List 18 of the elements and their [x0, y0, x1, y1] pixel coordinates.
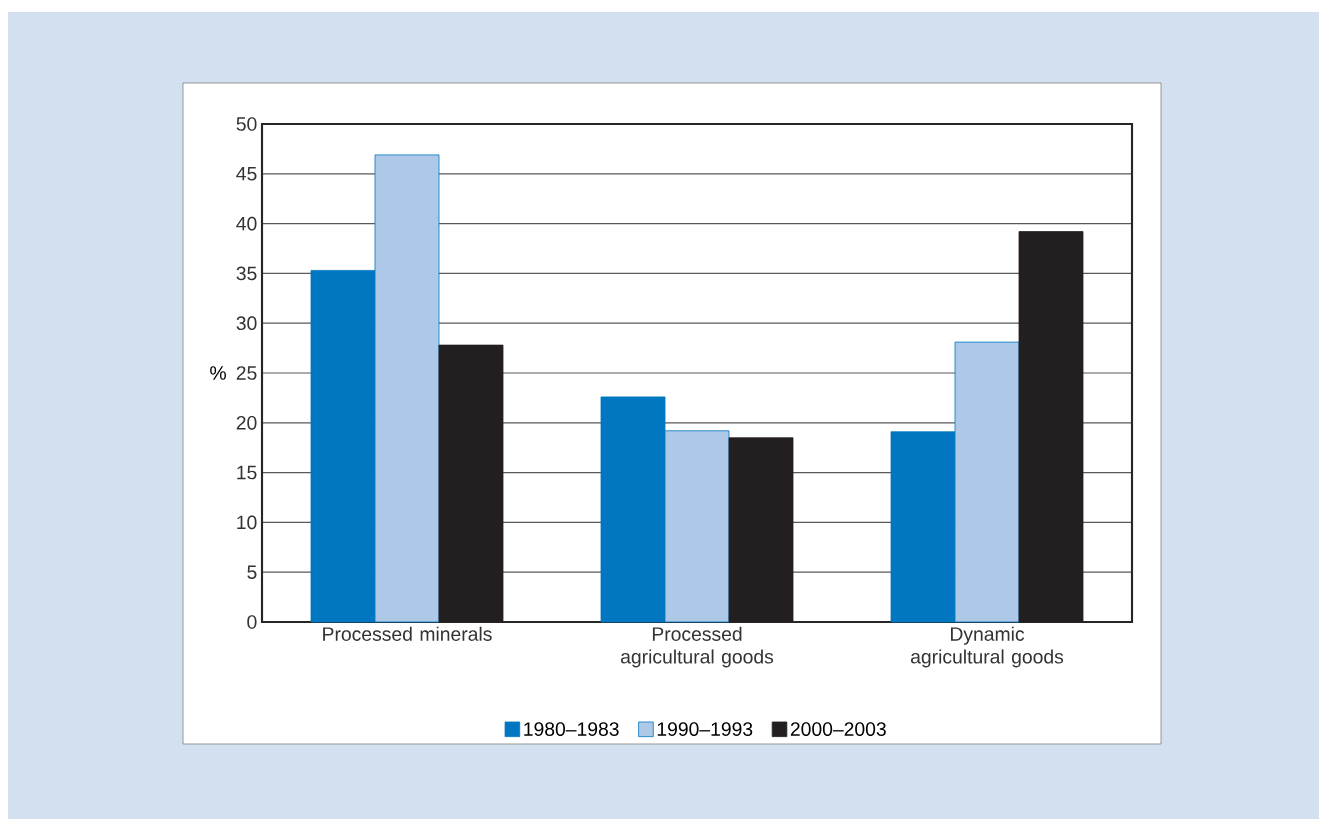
x-tick-label: Dynamic agricultural goods	[910, 626, 1064, 668]
y-tick-label: 5	[247, 565, 257, 579]
x-tick-label: Processed agricultural goods	[620, 626, 774, 668]
legend-label: 2000–2003	[790, 722, 886, 736]
y-tick-label: 35	[236, 266, 257, 281]
y-axis-title: %	[210, 366, 226, 380]
legend-label: 1980–1983	[524, 722, 619, 736]
y-tick-label: 0	[247, 615, 257, 629]
y-tick-label: 50	[236, 117, 257, 131]
x-tick-label: Processed minerals	[323, 626, 492, 641]
y-tick-label: 45	[236, 167, 257, 181]
y-tick-label: 20	[236, 415, 257, 430]
y-tick-label: 30	[236, 316, 257, 331]
y-tick-label: 15	[237, 465, 257, 480]
y-tick-label: 25	[236, 366, 257, 380]
legend-label: 1990–1993	[657, 722, 753, 736]
y-tick-label: 10	[237, 515, 257, 530]
y-tick-label: 40	[236, 216, 257, 231]
